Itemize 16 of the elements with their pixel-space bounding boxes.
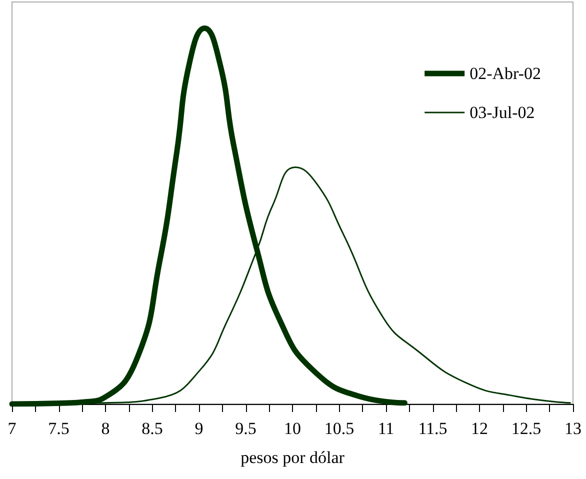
- x-tick-label: 8.5: [142, 419, 163, 438]
- x-tick-label: 11.5: [418, 419, 448, 438]
- x-tick-label: 7.5: [48, 419, 70, 438]
- x-tick-label: 12.5: [511, 419, 542, 438]
- x-tick-label: 11: [378, 419, 394, 438]
- legend-label: 02-Abr-02: [470, 64, 541, 83]
- x-tick-label: 10: [284, 419, 301, 438]
- x-tick-label: 13: [564, 419, 582, 438]
- x-tick-label: 9: [194, 419, 204, 438]
- x-tick-label: 9.5: [235, 419, 256, 438]
- x-tick-label: 7: [8, 419, 17, 438]
- x-tick-label: 10.5: [324, 419, 354, 438]
- x-axis-title: pesos por dólar: [240, 448, 345, 467]
- x-tick-label: 12: [471, 419, 488, 438]
- legend-label: 03-Jul-02: [470, 103, 535, 122]
- x-tick-label: 8: [101, 419, 110, 438]
